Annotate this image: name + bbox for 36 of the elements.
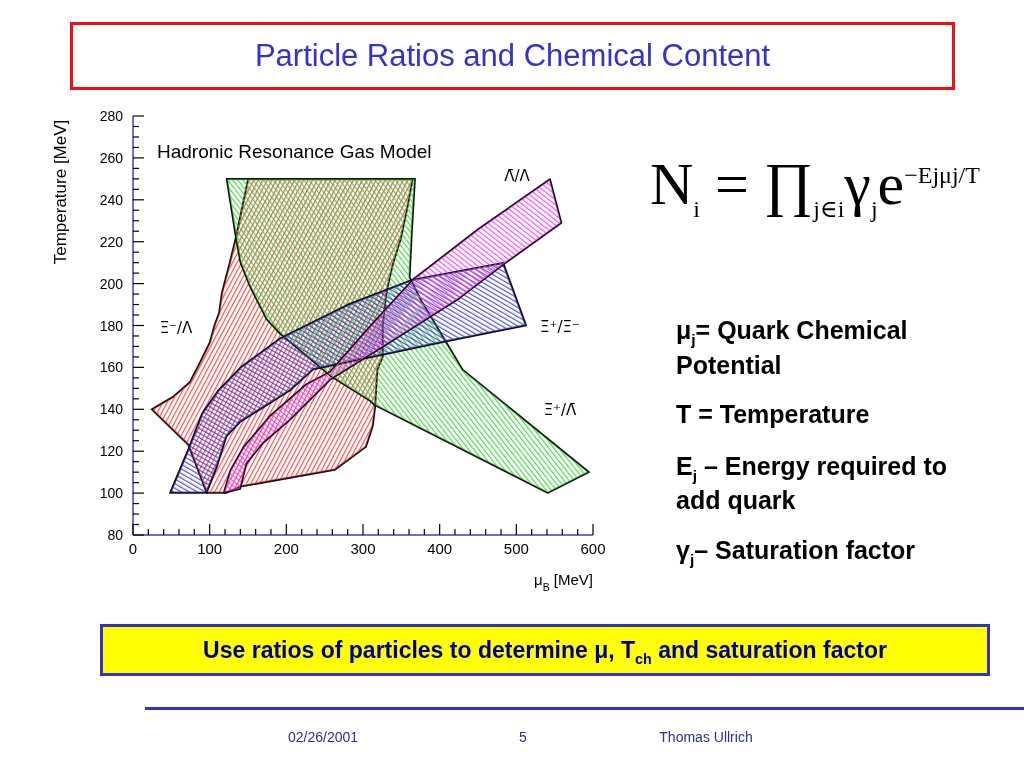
annotation: Ξ̄⁺/Ξ⁻ <box>540 318 580 336</box>
text: E$_{j}$ – Energy required to add quark <box>676 452 948 514</box>
x-tick-label: 0 <box>128 540 138 557</box>
annotation: Ξ⁻/Λ <box>159 319 193 337</box>
y-tick-label: 220 <box>99 233 124 250</box>
text: N$_{i}$ = ∏$_{j∈i}$γ$_{j}$e$^{−Ejμj/T}$ <box>650 151 980 222</box>
x-tick-label: 500 <box>503 540 529 557</box>
x-tick-label: 600 <box>580 540 606 557</box>
text: 5 <box>519 729 527 745</box>
y-tick-label: 180 <box>99 317 124 334</box>
y-axis-title: Temperature [MeV] <box>50 119 70 265</box>
chart-title: Particle Ratios and Chemical Content <box>254 38 771 74</box>
annotation: Ξ̄⁺/Λ̄ <box>543 401 577 419</box>
x-tick-label: 200 <box>273 540 299 557</box>
annotation: Hadronic Resonance Gas Model <box>157 141 432 162</box>
text: T = Temperature <box>676 400 870 428</box>
x-tick-label: 100 <box>197 540 223 557</box>
y-tick-label: 120 <box>99 443 124 460</box>
y-tick-label: 260 <box>99 149 124 166</box>
y-tick-label: 160 <box>99 359 124 376</box>
y-tick-label: 80 <box>107 527 124 543</box>
y-tick-label: 100 <box>99 485 124 502</box>
text: Thomas Ullrich <box>659 729 753 745</box>
text: 02/26/2001 <box>287 729 359 745</box>
y-tick-label: 240 <box>99 191 124 208</box>
x-tick-label: 400 <box>427 540 453 557</box>
annotation: Λ̄/Λ <box>504 167 530 185</box>
x-tick-label: 300 <box>350 540 376 557</box>
x-axis-title: μ$_{B}$ [MeV] <box>533 571 593 593</box>
y-tick-label: 200 <box>99 275 124 292</box>
y-tick-label: 280 <box>99 108 124 124</box>
callout-box: Use ratios of particles to determine μ, T$_{ch}$ and saturation factor <box>100 624 990 676</box>
y-tick-label: 140 <box>99 401 124 418</box>
title-box: Particle Ratios and Chemical Content <box>70 22 955 90</box>
text: γ$_{j}$– Saturation factor <box>676 536 916 568</box>
text: μ$_{j}$= Quark Chemical Potential <box>676 316 908 379</box>
